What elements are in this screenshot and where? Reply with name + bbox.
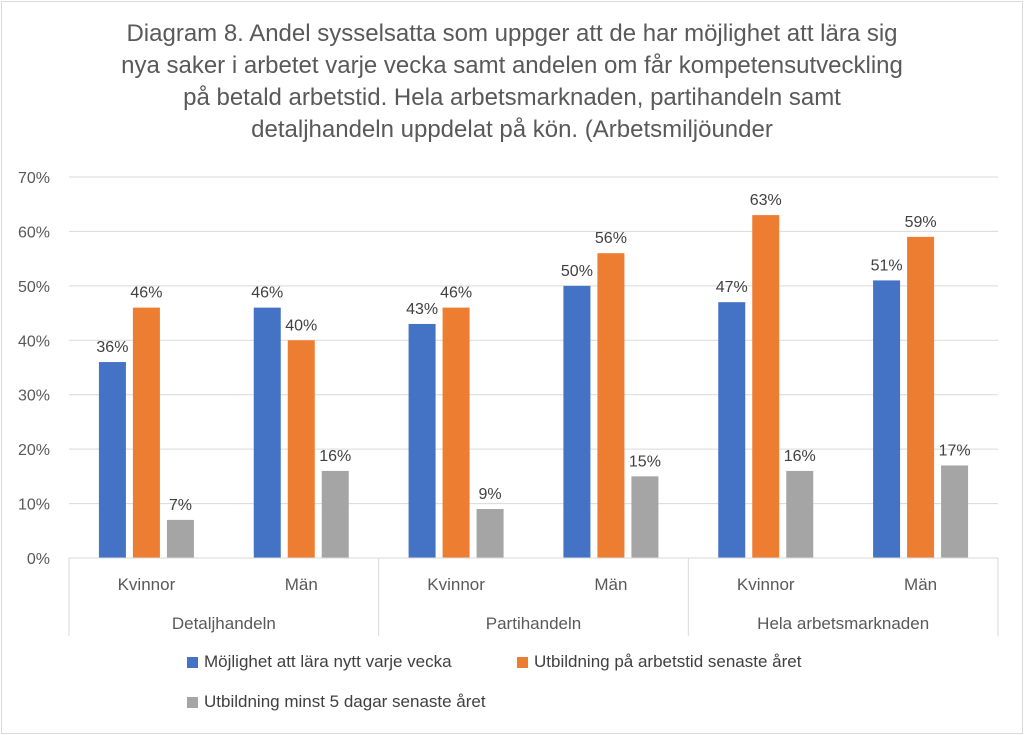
y-tick-label: 30% — [18, 388, 50, 405]
data-label: 59% — [905, 214, 937, 231]
legend-item-series-3: Utbildning minst 5 dagar senaste året — [187, 692, 486, 712]
category-label: Kvinnor — [737, 575, 795, 594]
y-tick-label: 70% — [18, 170, 50, 187]
category-label: Kvinnor — [427, 575, 485, 594]
group-label: Partihandeln — [486, 614, 581, 633]
data-label: 47% — [716, 279, 748, 296]
bar — [752, 215, 780, 558]
bar — [321, 470, 349, 558]
bar — [166, 519, 194, 558]
data-label: 7% — [169, 497, 192, 514]
data-label: 51% — [871, 257, 903, 274]
bar — [408, 323, 436, 558]
legend-label: Utbildning minst 5 dagar senaste året — [204, 692, 486, 711]
data-label: 63% — [750, 192, 782, 209]
data-label: 56% — [595, 230, 627, 247]
chart-title-line: detaljhandeln uppdelat på kön. (Arbetsmi… — [251, 116, 773, 143]
bar — [287, 340, 315, 558]
category-label: Män — [904, 575, 937, 594]
bar — [786, 470, 814, 558]
chart-title-line: nya saker i arbetet varje vecka samt and… — [121, 52, 903, 79]
category-label: Män — [594, 575, 627, 594]
chart-title-line: Diagram 8. Andel sysselsatta som uppger … — [126, 20, 898, 47]
bar — [873, 280, 901, 558]
category-label: Kvinnor — [118, 575, 176, 594]
legend-swatch — [187, 656, 198, 668]
bar — [442, 307, 470, 558]
y-tick-label: 20% — [18, 442, 50, 459]
data-label: 16% — [319, 448, 351, 465]
group-label: Detaljhandeln — [172, 614, 276, 633]
group-label: Hela arbetsmarknaden — [757, 614, 929, 633]
chart-title-line: på betald arbetstid. Hela arbetsmarknade… — [183, 84, 841, 111]
legend-label: Möjlighet att lära nytt varje vecka — [204, 652, 452, 671]
legend-swatch — [517, 656, 528, 668]
legend-swatch — [187, 696, 198, 708]
data-label: 46% — [440, 285, 472, 302]
chart-title: Diagram 8. Andel sysselsatta som uppger … — [70, 18, 954, 146]
bar — [597, 253, 625, 558]
data-label: 16% — [784, 448, 816, 465]
category-label: Män — [285, 575, 318, 594]
bar — [253, 307, 281, 558]
bar — [631, 476, 659, 558]
y-tick-label: 50% — [18, 279, 50, 296]
legend-item-series-1: Möjlighet att lära nytt varje vecka — [187, 652, 452, 672]
data-label: 40% — [285, 317, 317, 334]
bar — [563, 285, 591, 558]
data-label: 50% — [561, 263, 593, 280]
y-tick-label: 60% — [18, 224, 50, 241]
y-tick-label: 0% — [27, 551, 50, 568]
data-label: 36% — [96, 339, 128, 356]
data-label: 15% — [629, 453, 661, 470]
y-tick-label: 40% — [18, 333, 50, 350]
bar — [718, 302, 746, 558]
bar — [132, 307, 160, 558]
data-label: 46% — [251, 285, 283, 302]
bar — [907, 236, 935, 558]
bar — [476, 509, 504, 558]
data-label: 43% — [406, 301, 438, 318]
bar — [941, 465, 969, 558]
data-label: 46% — [130, 285, 162, 302]
y-tick-label: 10% — [18, 497, 50, 514]
legend-label: Utbildning på arbetstid senaste året — [534, 652, 802, 671]
bar — [98, 362, 126, 558]
legend-item-series-2: Utbildning på arbetstid senaste året — [517, 652, 801, 672]
data-label: 9% — [479, 486, 502, 503]
data-label: 17% — [939, 442, 971, 459]
